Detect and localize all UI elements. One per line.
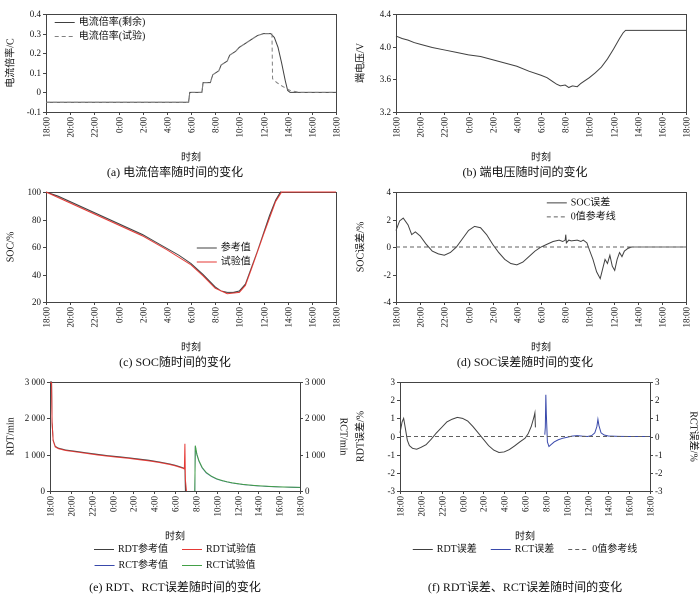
panel-a: (a) 电流倍率随时间的变化 [0,6,350,180]
panel-f: (f) RDT误差、RCT误差随时间的变化 [350,374,700,595]
panel-e: (e) RDT、RCT误差随时间的变化 [0,374,350,595]
panel-b: (b) 端电压随时间的变化 [350,6,700,180]
panel-d: (d) SOC误差随时间的变化 [350,184,700,370]
panel-c: (c) SOC随时间的变化 [0,184,350,370]
soc-chart-canvas [0,184,350,354]
caption-a: (a) 电流倍率随时间的变化 [106,165,244,179]
terminal-voltage-chart-canvas [350,6,700,164]
caption-f: (f) RDT误差、RCT误差随时间的变化 [427,580,623,594]
caption-b: (b) 端电压随时间的变化 [462,165,588,179]
rdt-rct-chart-canvas [0,374,350,579]
caption-e: (e) RDT、RCT误差随时间的变化 [89,580,261,594]
caption-c: (c) SOC随时间的变化 [119,355,231,369]
current-rate-chart-canvas [0,6,350,164]
rdt-rct-error-chart-canvas [350,374,700,579]
soc-error-chart-canvas [350,184,700,354]
caption-d: (d) SOC误差随时间的变化 [456,355,594,369]
